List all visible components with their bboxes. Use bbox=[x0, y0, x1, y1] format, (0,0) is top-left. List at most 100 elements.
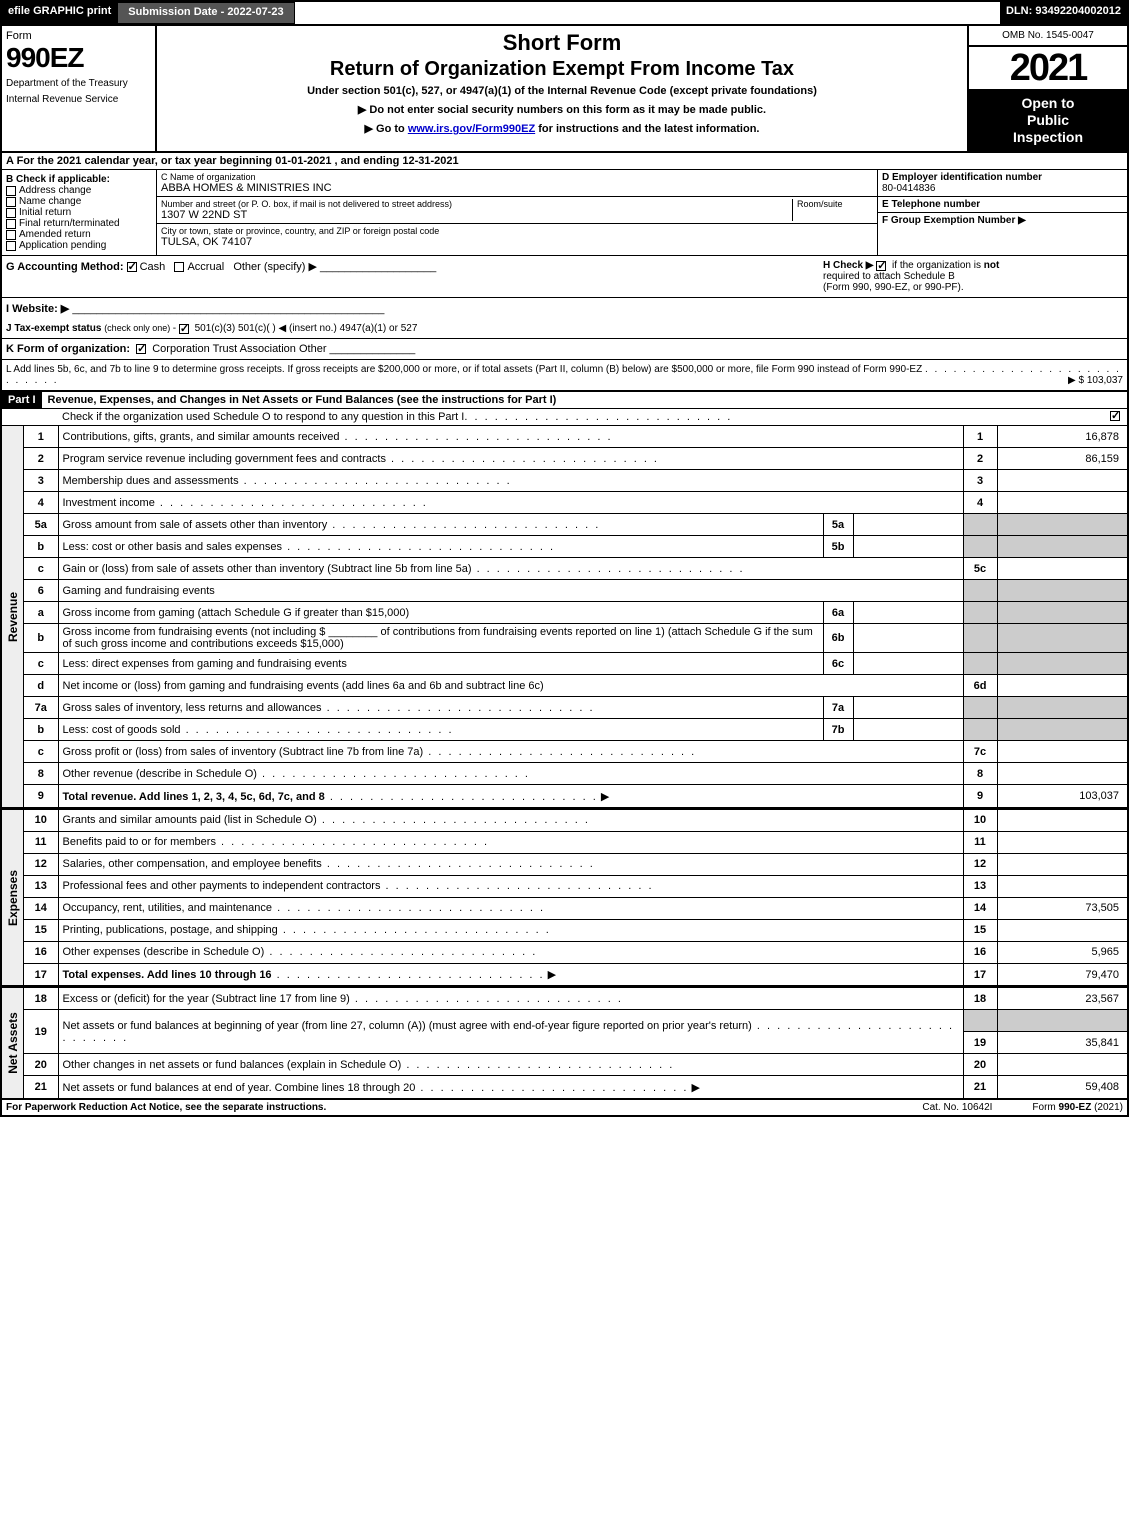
side-net-assets-label: Net Assets bbox=[6, 1012, 20, 1074]
addr-label: Number and street (or P. O. box, if mail… bbox=[161, 199, 788, 209]
row-6c-desc: Less: direct expenses from gaming and fu… bbox=[63, 658, 347, 670]
row-2-desc: Program service revenue including govern… bbox=[63, 453, 386, 465]
chk-accrual[interactable] bbox=[174, 262, 184, 272]
row-17-num: 17 bbox=[24, 963, 58, 985]
chk-501c3[interactable] bbox=[179, 324, 189, 334]
row-18-desc: Excess or (deficit) for the year (Subtra… bbox=[63, 993, 350, 1005]
row-2-rn: 2 bbox=[963, 448, 997, 470]
group-exemption-label: F Group Exemption Number ▶ bbox=[882, 215, 1123, 226]
row-14-desc: Occupancy, rent, utilities, and maintena… bbox=[63, 902, 273, 914]
part-i-title: Revenue, Expenses, and Changes in Net As… bbox=[42, 392, 563, 408]
row-17-rn: 17 bbox=[963, 963, 997, 985]
chk-cash[interactable] bbox=[127, 262, 137, 272]
form-number: 990EZ bbox=[6, 42, 151, 74]
row-6-num: 6 bbox=[24, 580, 58, 602]
side-expenses-label: Expenses bbox=[6, 870, 20, 926]
side-revenue: Revenue bbox=[2, 425, 24, 807]
row-7c-desc: Gross profit or (loss) from sales of inv… bbox=[63, 746, 424, 758]
row-1-desc: Contributions, gifts, grants, and simila… bbox=[63, 431, 340, 443]
row-6d-val bbox=[997, 675, 1127, 697]
row-1-num: 1 bbox=[24, 426, 58, 448]
line-h-not: not bbox=[984, 260, 1000, 271]
row-3-desc: Membership dues and assessments bbox=[63, 475, 239, 487]
row-1-rn: 1 bbox=[963, 426, 997, 448]
side-net-assets: Net Assets bbox=[2, 987, 24, 1098]
row-9-rn: 9 bbox=[963, 785, 997, 807]
net-assets-section: Net Assets 18 Excess or (deficit) for the… bbox=[2, 985, 1127, 1098]
row-8-rn: 8 bbox=[963, 763, 997, 785]
omb-number: OMB No. 1545-0047 bbox=[969, 26, 1127, 47]
chk-schedule-b-not-required[interactable] bbox=[876, 261, 886, 271]
org-city: TULSA, OK 74107 bbox=[161, 236, 873, 248]
row-6a-rv-shaded bbox=[997, 602, 1127, 624]
row-5c-rn: 5c bbox=[963, 558, 997, 580]
row-21-rn: 21 bbox=[963, 1076, 997, 1098]
row-6b-mn: 6b bbox=[823, 624, 853, 653]
dept-irs: Internal Revenue Service bbox=[6, 94, 151, 106]
irs-link[interactable]: www.irs.gov/Form990EZ bbox=[408, 123, 535, 135]
row-5c-desc: Gain or (loss) from sale of assets other… bbox=[63, 563, 472, 575]
row-10-desc: Grants and similar amounts paid (list in… bbox=[63, 814, 317, 826]
line-h-text2: required to attach Schedule B bbox=[823, 271, 1123, 282]
efile-label: efile GRAPHIC print bbox=[2, 2, 117, 24]
chk-corporation[interactable] bbox=[136, 344, 146, 354]
opt-initial-return: Initial return bbox=[19, 207, 71, 218]
row-8-desc: Other revenue (describe in Schedule O) bbox=[63, 768, 257, 780]
row-9-num: 9 bbox=[24, 785, 58, 807]
chk-address-change[interactable] bbox=[6, 186, 16, 196]
subtitle-section: Under section 501(c), 527, or 4947(a)(1)… bbox=[161, 85, 963, 97]
row-7b-num: b bbox=[24, 719, 58, 741]
boxes-bcdef: B Check if applicable: Address change Na… bbox=[2, 169, 1127, 255]
line-h-label: H Check ▶ bbox=[823, 260, 873, 271]
row-18-rn: 18 bbox=[963, 988, 997, 1010]
row-7c-rn: 7c bbox=[963, 741, 997, 763]
row-19-rv-shaded bbox=[997, 1010, 1127, 1032]
opt-application-pending: Application pending bbox=[19, 240, 106, 251]
expenses-table: 10 Grants and similar amounts paid (list … bbox=[24, 809, 1127, 986]
chk-final-return[interactable] bbox=[6, 219, 16, 229]
form-label: Form bbox=[6, 30, 151, 42]
row-2-num: 2 bbox=[24, 448, 58, 470]
row-5a-mv bbox=[853, 514, 963, 536]
chk-application-pending[interactable] bbox=[6, 241, 16, 251]
row-11-val bbox=[997, 831, 1127, 853]
row-6b-mv bbox=[853, 624, 963, 653]
opt-accrual: Accrual bbox=[187, 261, 224, 273]
expenses-section: Expenses 10 Grants and similar amounts pa… bbox=[2, 807, 1127, 986]
row-7a-rv-shaded bbox=[997, 697, 1127, 719]
row-15-desc: Printing, publications, postage, and shi… bbox=[63, 924, 278, 936]
line-g-label: G Accounting Method: bbox=[6, 261, 124, 273]
row-8-num: 8 bbox=[24, 763, 58, 785]
row-5a-desc: Gross amount from sale of assets other t… bbox=[63, 519, 328, 531]
row-21-val: 59,408 bbox=[997, 1076, 1127, 1098]
website-label: I Website: ▶ bbox=[6, 303, 69, 315]
row-7a-mn: 7a bbox=[823, 697, 853, 719]
chk-schedule-o-part-i[interactable] bbox=[1110, 411, 1120, 421]
line-h-text3: (Form 990, 990-EZ, or 990-PF). bbox=[823, 282, 1123, 293]
row-6c-rv-shaded bbox=[997, 653, 1127, 675]
row-7c-num: c bbox=[24, 741, 58, 763]
row-6a-mn: 6a bbox=[823, 602, 853, 624]
chk-amended-return[interactable] bbox=[6, 230, 16, 240]
footer-formref: Form 990-EZ (2021) bbox=[1032, 1102, 1123, 1113]
chk-initial-return[interactable] bbox=[6, 208, 16, 218]
net-assets-table: 18 Excess or (deficit) for the year (Subt… bbox=[24, 987, 1127, 1098]
row-18-num: 18 bbox=[24, 988, 58, 1010]
row-5b-mv bbox=[853, 536, 963, 558]
row-11-num: 11 bbox=[24, 831, 58, 853]
row-19-desc: Net assets or fund balances at beginning… bbox=[63, 1020, 752, 1032]
row-16-val: 5,965 bbox=[997, 941, 1127, 963]
row-9-val: 103,037 bbox=[997, 785, 1127, 807]
opt-address-change: Address change bbox=[19, 185, 91, 196]
row-20-rn: 20 bbox=[963, 1054, 997, 1076]
submission-date: Submission Date - 2022-07-23 bbox=[117, 2, 294, 24]
part-i-check-text: Check if the organization used Schedule … bbox=[62, 411, 464, 423]
footer-catno: Cat. No. 10642I bbox=[922, 1102, 992, 1113]
side-expenses: Expenses bbox=[2, 809, 24, 986]
row-10-num: 10 bbox=[24, 809, 58, 831]
chk-name-change[interactable] bbox=[6, 197, 16, 207]
row-8-val bbox=[997, 763, 1127, 785]
row-17-val: 79,470 bbox=[997, 963, 1127, 985]
row-19-rn-shaded bbox=[963, 1010, 997, 1032]
row-20-val bbox=[997, 1054, 1127, 1076]
